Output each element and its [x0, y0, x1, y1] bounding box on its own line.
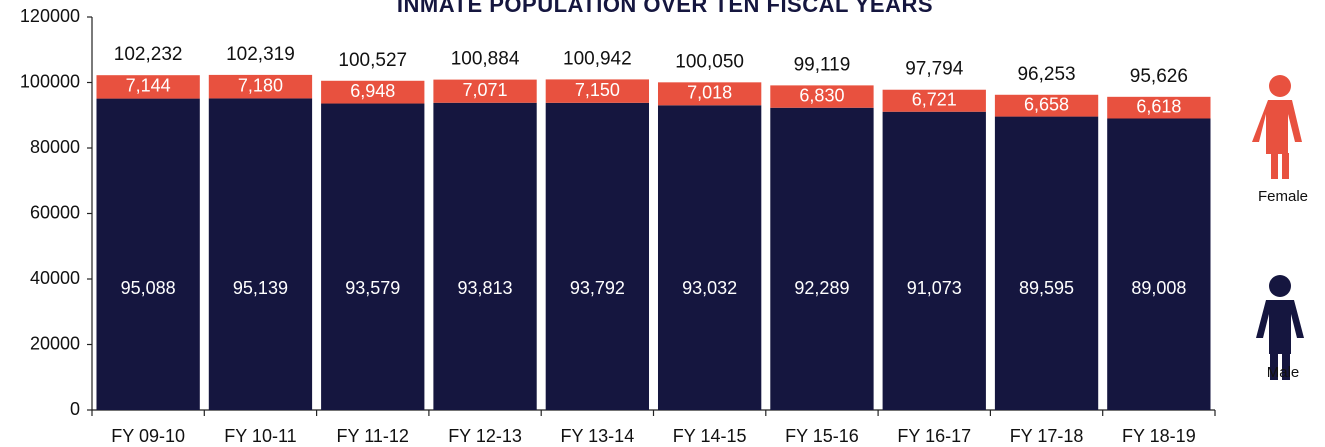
bar-segment	[433, 102, 537, 411]
y-tick-label: 100000	[20, 71, 80, 91]
legend-label: Male	[1267, 364, 1300, 381]
bar-segment	[657, 105, 762, 411]
total-label: 102,232	[114, 44, 183, 65]
value-label: 7,150	[575, 80, 620, 100]
value-label: 6,658	[1024, 94, 1069, 114]
bar-segment	[545, 102, 650, 410]
value-label: 7,018	[687, 83, 732, 103]
bar-segment	[321, 80, 425, 104]
chart-title: INMATE POPULATION OVER TEN FISCAL YEARS	[397, 0, 933, 17]
value-label: 95,139	[233, 278, 288, 298]
value-label: 7,144	[126, 76, 171, 96]
value-label: 89,595	[1019, 278, 1074, 298]
x-tick-label: FY 09-10	[111, 426, 185, 446]
value-label: 93,032	[682, 278, 737, 298]
total-label: 96,253	[1017, 64, 1075, 85]
bar-segment	[882, 111, 986, 410]
y-tick-label: 40000	[30, 268, 80, 288]
legend-female-icon	[1252, 75, 1302, 179]
legend-label: Female	[1258, 188, 1308, 205]
x-tick-label: FY 14-15	[673, 426, 747, 446]
y-tick-label: 120000	[20, 6, 80, 26]
x-tick-label: FY 16-17	[897, 426, 971, 446]
bar-segment	[1107, 96, 1211, 119]
total-label: 102,319	[226, 44, 295, 65]
bar-segment	[994, 94, 1099, 117]
bar-segment	[657, 82, 762, 106]
value-label: 6,721	[912, 89, 957, 109]
bar-segment	[96, 75, 200, 99]
value-label: 93,792	[570, 278, 625, 298]
bar-segment	[96, 98, 200, 411]
legend-male-icon	[1256, 275, 1304, 380]
total-label: 100,050	[675, 51, 744, 72]
y-tick-label: 0	[70, 399, 80, 419]
value-label: 93,813	[458, 278, 513, 298]
bar-segment	[545, 79, 650, 103]
total-label: 95,626	[1130, 66, 1188, 87]
x-tick-label: FY 11-12	[337, 426, 409, 446]
x-tick-label: FY 15-16	[785, 426, 859, 446]
x-tick-label: FY 10-11	[224, 426, 296, 446]
value-label: 93,579	[345, 278, 400, 298]
x-tick-label: FY 17-18	[1010, 426, 1084, 446]
y-tick-label: 60000	[30, 202, 80, 222]
value-label: 92,289	[794, 278, 849, 298]
bar-segment	[208, 98, 313, 411]
value-label: 95,088	[121, 278, 176, 298]
total-label: 100,942	[563, 48, 632, 69]
value-label: 6,618	[1136, 96, 1181, 116]
total-label: 99,119	[794, 54, 851, 75]
bar-segment	[433, 79, 537, 103]
bar-segment	[208, 74, 313, 99]
bar-segment	[994, 116, 1099, 410]
x-tick-label: FY 13-14	[560, 426, 634, 446]
value-label: 7,071	[463, 80, 508, 100]
total-label: 100,884	[451, 49, 520, 70]
bar-segment	[882, 89, 986, 112]
value-label: 6,830	[799, 85, 844, 105]
bar-segment	[321, 103, 425, 410]
value-label: 6,948	[350, 81, 395, 101]
y-tick-label: 80000	[30, 137, 80, 157]
bar-segment	[1107, 118, 1211, 410]
x-tick-label: FY 12-13	[448, 426, 522, 446]
total-label: 100,527	[338, 50, 407, 71]
bar-segment	[770, 85, 874, 108]
value-label: 91,073	[907, 278, 962, 298]
total-label: 97,794	[905, 59, 964, 80]
value-label: 89,008	[1131, 278, 1186, 298]
bar-segment	[770, 107, 874, 410]
value-label: 7,180	[238, 75, 283, 95]
y-tick-label: 20000	[30, 333, 80, 353]
x-tick-label: FY 18-19	[1122, 426, 1196, 446]
